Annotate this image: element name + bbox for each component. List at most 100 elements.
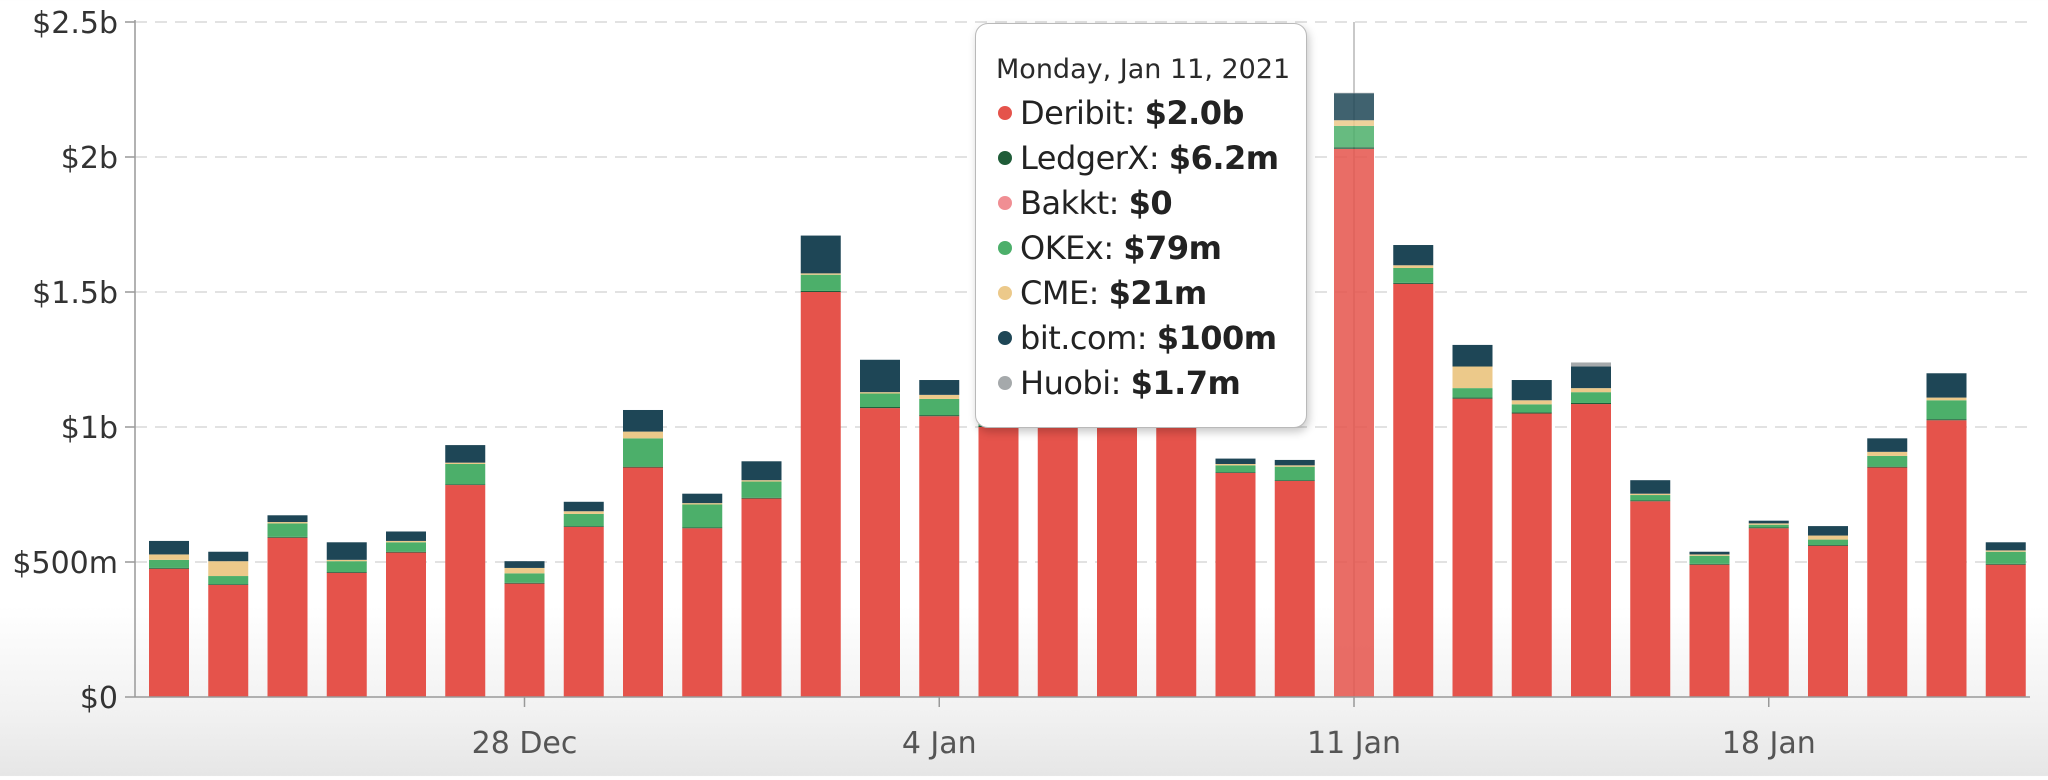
tooltip-rows: Deribit: $2.0b LedgerX: $6.2m Bakkt: $0 OKE… <box>996 91 1306 406</box>
tooltip-series-value: $100m <box>1156 319 1277 357</box>
bar-segment <box>800 273 841 275</box>
bar-segment <box>1452 397 1493 399</box>
bar-segment <box>682 493 723 504</box>
bar-segment <box>741 461 782 481</box>
bar-segment <box>1748 523 1789 525</box>
bar-segment <box>326 561 367 572</box>
bar-segment <box>1630 495 1671 501</box>
bar-segment <box>1334 125 1374 148</box>
bar-segment <box>919 398 960 416</box>
x-tick-label: 11 Jan <box>1307 726 1401 761</box>
bar-segment <box>860 393 900 408</box>
tooltip-series-value: $79m <box>1123 229 1222 267</box>
bar-segment <box>682 527 723 529</box>
bar-segment <box>1334 93 1374 121</box>
bar-segment <box>208 561 249 577</box>
bar-segment <box>1274 480 1315 481</box>
bar-segment <box>623 409 663 432</box>
x-tick-label: 4 Jan <box>902 726 977 761</box>
tooltip-series-name: bit.com: <box>1020 319 1157 357</box>
bar-segment <box>1985 542 2026 551</box>
bar-segment <box>1748 528 1789 697</box>
bar-segment <box>1926 397 1967 401</box>
tooltip-row: bit.com: $100m <box>996 316 1306 361</box>
bar-segment <box>149 554 189 560</box>
bar-segment <box>741 497 782 499</box>
hover-tooltip: Monday, Jan 11, 2021 Deribit: $2.0b Ledge… <box>975 23 1307 428</box>
bar-segment <box>1867 466 1908 468</box>
bar-segment <box>1926 420 1967 697</box>
bar-segment <box>1748 524 1789 528</box>
bar-segment <box>504 567 545 574</box>
bar-segment <box>1511 380 1552 401</box>
bar-segment <box>386 552 426 697</box>
bar-segment <box>445 485 486 697</box>
bar-segment <box>1808 526 1848 536</box>
bar-segment <box>1097 427 1137 697</box>
bar-segment <box>741 498 782 697</box>
bar-segment <box>326 571 367 573</box>
tooltip-row: CME: $21m <box>996 271 1306 316</box>
y-tick-label: $1b <box>61 411 118 446</box>
tooltip-series-name: OKEx: <box>1020 229 1124 267</box>
bar-segment <box>1452 388 1493 398</box>
bar-segment <box>623 438 663 467</box>
bar-segment <box>149 559 189 568</box>
bar-segment <box>1215 463 1256 466</box>
series-dot-icon <box>998 196 1012 210</box>
bar-segment <box>386 531 426 541</box>
bar-segment <box>1334 120 1374 126</box>
bar-segment <box>1867 438 1908 452</box>
bar-segment <box>1274 466 1315 481</box>
bar-segment <box>386 551 426 553</box>
bar-segment <box>1215 458 1256 464</box>
bar-segment <box>1630 493 1671 496</box>
bar-segment <box>1393 267 1434 283</box>
bar-segment <box>1452 366 1493 389</box>
x-tick-label: 18 Jan <box>1722 726 1816 761</box>
tooltip-row: Huobi: $1.7m <box>996 361 1306 406</box>
series-dot-icon <box>998 376 1012 390</box>
y-tick-label: $1.5b <box>32 276 118 311</box>
bar-segment <box>860 359 900 393</box>
tooltip-series-name: LedgerX: <box>1020 139 1169 177</box>
bar-segment <box>267 522 308 524</box>
bar-segment <box>1630 500 1671 502</box>
bar-segment <box>326 559 367 562</box>
bar-segment <box>563 501 604 512</box>
bar-segment <box>1334 92 1374 94</box>
tooltip-series-value: $0 <box>1128 184 1173 222</box>
bar-segment <box>1334 147 1374 149</box>
bar-segment <box>1689 551 1730 555</box>
bar-segment <box>800 290 841 292</box>
bar-segment <box>919 394 960 399</box>
tooltip-series-value: $21m <box>1108 274 1208 312</box>
bar-segment <box>682 528 723 697</box>
bar-segment <box>1571 366 1611 389</box>
bar-segment <box>1926 419 1967 421</box>
bar-segment <box>1985 550 2026 552</box>
bar-segment <box>1867 467 1908 697</box>
bar-segment <box>208 551 249 562</box>
bar-segment <box>504 582 545 584</box>
bar-segment <box>208 584 249 697</box>
bar-segment <box>1215 472 1256 473</box>
bar-segment <box>682 504 723 528</box>
series-dot-icon <box>998 286 1012 300</box>
bar-segment <box>1630 501 1671 697</box>
bar-segment <box>800 292 841 697</box>
series-dot-icon <box>998 241 1012 255</box>
series-dot-icon <box>998 151 1012 165</box>
bar-segment <box>563 526 604 697</box>
bar-segment <box>1571 402 1611 405</box>
tooltip-series-name: Huobi: <box>1020 364 1131 402</box>
bar-segment <box>1808 544 1848 546</box>
bar-segment <box>267 536 308 538</box>
bar-segment <box>1274 465 1315 467</box>
bar-segment <box>860 392 900 394</box>
bar-segment <box>1808 539 1848 545</box>
bar-segment <box>1926 373 1967 398</box>
bar-segment <box>1393 283 1434 697</box>
bar-segment <box>563 526 604 527</box>
y-tick-label: $2.5b <box>32 6 118 41</box>
